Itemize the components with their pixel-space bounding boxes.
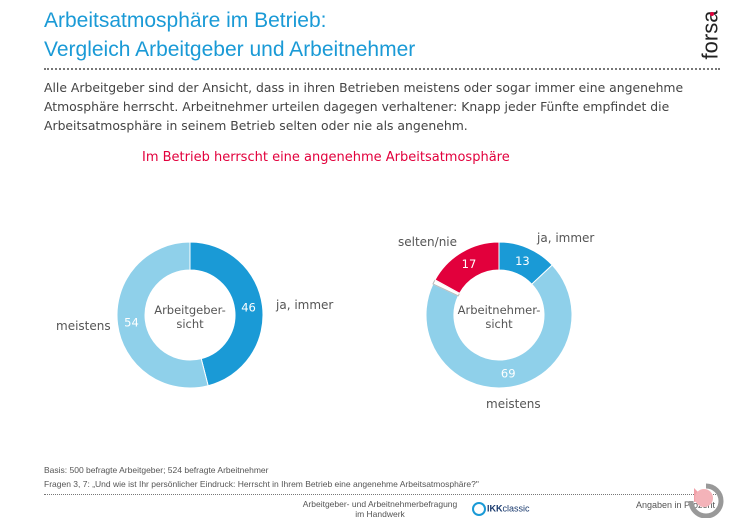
center-label-employer-2: sicht xyxy=(176,317,204,331)
center-label-employee-1: Arbeitnehmer- xyxy=(458,303,541,317)
center-label-employee-2: sicht xyxy=(485,317,513,331)
ikk-classic-logo: IKKclassic xyxy=(472,502,530,516)
pie-logo-icon xyxy=(688,483,724,518)
employee-donut: 13 69 17 xyxy=(425,241,573,389)
center-label-employer-1: Arbeitgeber- xyxy=(154,303,226,317)
survey-line-2: im Handwerk xyxy=(355,509,405,519)
data-label: 54 xyxy=(124,315,139,329)
title-line-2: Vergleich Arbeitgeber und Arbeitnehmer xyxy=(44,38,416,61)
legend-label-ja-immer-employer: ja, immer xyxy=(275,298,333,312)
legend-label-meistens-employee: meistens xyxy=(486,397,541,411)
forsa-logo: forsa xyxy=(697,10,723,60)
header-divider xyxy=(44,68,720,70)
page-title: Arbeitsatmosphäre im Betrieb: Vergleich … xyxy=(44,6,415,64)
question-note: Fragen 3, 7: „Und wie ist Ihr persönlich… xyxy=(44,479,479,489)
survey-line-1: Arbeitgeber- und Arbeitnehmerbefragung xyxy=(302,499,458,509)
data-label: 46 xyxy=(241,301,256,315)
donut-slice-ja-immer xyxy=(189,241,264,387)
donut-slice-meistens xyxy=(116,241,209,389)
basis-note: Basis: 500 befragte Arbeitgeber; 524 bef… xyxy=(44,465,269,475)
chart-title: Im Betrieb herrscht eine angenehme Arbei… xyxy=(142,150,510,165)
employer-donut: 46 54 xyxy=(116,241,264,389)
unit-note: Angaben in Prozent xyxy=(636,500,716,510)
legend-label-selten-nie-employee: selten/nie xyxy=(398,235,457,249)
intro-text: Alle Arbeitgeber sind der Ansicht, dass … xyxy=(44,80,684,133)
title-line-1: Arbeitsatmosphäre im Betrieb: xyxy=(44,9,327,32)
data-label: 17 xyxy=(462,257,477,271)
footer-divider xyxy=(44,494,720,495)
data-label: 13 xyxy=(515,254,530,268)
survey-name: Arbeitgeber- und Arbeitnehmerbefragung i… xyxy=(270,499,490,519)
donut-slice-meistens xyxy=(425,264,573,389)
legend-label-meistens-employer: meistens xyxy=(56,319,111,333)
donut-slice-selten-nie xyxy=(434,241,500,294)
data-label: 69 xyxy=(501,366,516,380)
legend-label-ja-immer-employee: ja, immer xyxy=(536,231,594,245)
